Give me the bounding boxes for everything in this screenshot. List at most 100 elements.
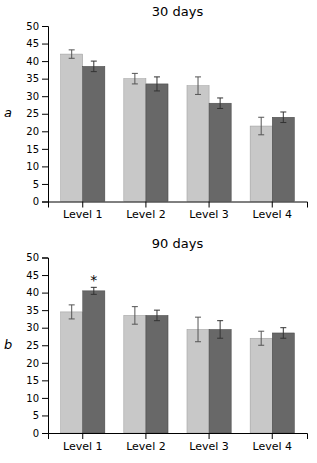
x-tick-label: Level 3 [189, 440, 229, 453]
y-tick-label: 35 [26, 305, 39, 316]
error-cap [69, 304, 75, 305]
bar [61, 312, 83, 433]
y-tick: 50 [26, 21, 48, 32]
panel: 05101520253035404550Level 1Level 2Level … [4, 4, 308, 221]
y-tick-mark [42, 131, 48, 132]
y-tick-label: 20 [26, 126, 39, 137]
title: 30 days [152, 4, 204, 19]
error-line [93, 287, 94, 294]
bar [250, 338, 272, 433]
panel-label: b [4, 337, 12, 352]
y-tick-mark [42, 398, 48, 399]
x-tick: Level 4 [252, 433, 292, 453]
y-tick-label: 40 [26, 56, 39, 67]
y-tick-mark [42, 96, 48, 97]
bar [272, 117, 294, 201]
y-tick-mark [42, 149, 48, 150]
error-cap [195, 76, 201, 77]
y-tick: 20 [26, 358, 48, 369]
y-tick-label: 50 [26, 252, 39, 263]
error-bar [132, 307, 138, 325]
x-tick: Level 2 [126, 202, 166, 222]
annotation: * [90, 272, 97, 288]
error-bar [195, 77, 201, 95]
error-line [93, 61, 94, 72]
y-tick: 5 [33, 179, 48, 190]
y-tick-label: 5 [33, 410, 39, 421]
bar [250, 126, 272, 201]
x-tick-mark [82, 202, 83, 208]
x-tick: Level 1 [63, 433, 103, 453]
error-line [71, 50, 72, 58]
error-bar [154, 310, 160, 321]
error-line [71, 305, 72, 319]
x-tick: Level 2 [126, 433, 166, 453]
error-cap [195, 341, 201, 342]
y-axis: 05101520253035404550 [26, 21, 48, 208]
y-tick-mark [42, 61, 48, 62]
panel-label: a [4, 105, 12, 120]
error-bar [217, 98, 223, 109]
x-tick: Level 3 [189, 202, 229, 222]
y-tick-label: 0 [33, 428, 39, 439]
x-axis-line [49, 202, 308, 208]
bar [83, 291, 105, 433]
y-tick: 40 [26, 287, 48, 298]
y-tick-label: 40 [26, 287, 39, 298]
y-tick-label: 45 [26, 38, 39, 49]
bar-series [61, 54, 273, 201]
y-tick-label: 45 [26, 270, 39, 281]
bar [187, 86, 209, 202]
x-tick-mark [145, 433, 146, 439]
y-tick-mark [42, 26, 48, 27]
y-tick-label: 50 [26, 21, 39, 32]
y-tick-mark [42, 202, 48, 203]
marks [61, 287, 295, 433]
error-cap [195, 94, 201, 95]
error-line [134, 73, 135, 84]
y-tick-label: 0 [33, 196, 39, 207]
y-tick: 15 [26, 144, 48, 155]
y-tick: 50 [26, 252, 48, 263]
error-cap [195, 317, 201, 318]
y-tick: 35 [26, 305, 48, 316]
y-tick-mark [42, 328, 48, 329]
error-cap [217, 108, 223, 109]
y-tick-mark [42, 415, 48, 416]
y-tick: 0 [33, 428, 48, 439]
y-axis-line [42, 258, 49, 434]
y-tick: 15 [26, 375, 48, 386]
error-line [261, 117, 262, 135]
error-cap [154, 76, 160, 77]
bar [61, 54, 83, 201]
error-bar [217, 321, 223, 339]
bar [146, 315, 168, 433]
error-cap [69, 318, 75, 319]
error-cap [258, 331, 264, 332]
x-tick-mark [272, 202, 273, 208]
y-tick-mark [42, 293, 48, 294]
y-tick: 30 [26, 322, 48, 333]
error-line [156, 77, 157, 91]
y-tick-mark [42, 184, 48, 185]
bar [124, 315, 146, 433]
error-bar [69, 305, 75, 319]
error-line [134, 307, 135, 325]
x-axis: Level 1Level 2Level 3Level 4 [49, 202, 308, 222]
x-tick-mark [82, 433, 83, 439]
error-cap [132, 324, 138, 325]
error-cap [258, 134, 264, 135]
y-tick-mark [42, 275, 48, 276]
x-tick-label: Level 2 [126, 440, 166, 453]
y-tick: 30 [26, 91, 48, 102]
error-cap [91, 71, 97, 72]
error-bar [195, 317, 201, 342]
error-line [220, 321, 221, 339]
error-bar [69, 50, 75, 58]
y-tick: 45 [26, 270, 48, 281]
x-tick-mark [209, 202, 210, 208]
bar [187, 329, 209, 433]
x-tick-label: Level 3 [189, 208, 229, 221]
y-tick: 10 [26, 161, 48, 172]
error-cap [132, 73, 138, 74]
